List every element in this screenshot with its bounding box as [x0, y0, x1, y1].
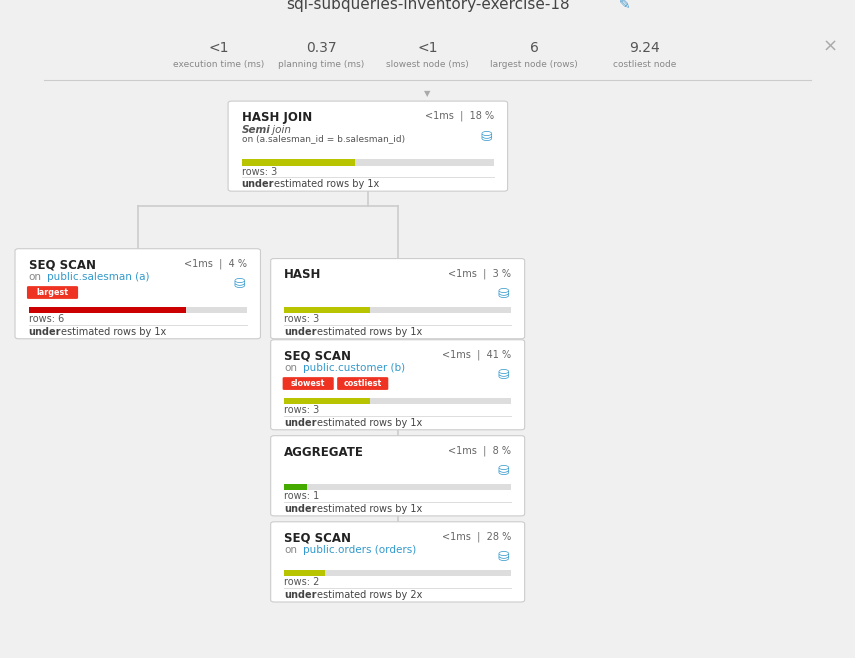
Text: estimated rows by 1x: estimated rows by 1x — [316, 418, 422, 428]
Bar — [285, 570, 325, 576]
Text: Semi: Semi — [242, 125, 270, 135]
Text: estimated rows by 1x: estimated rows by 1x — [316, 327, 422, 337]
Text: on (a.salesman_id = b.salesman_id): on (a.salesman_id = b.salesman_id) — [242, 135, 404, 143]
Text: public.customer (b): public.customer (b) — [303, 363, 405, 373]
FancyBboxPatch shape — [337, 377, 388, 390]
Text: rows: 1: rows: 1 — [285, 492, 320, 501]
Bar — [242, 159, 355, 166]
Text: execution time (ms): execution time (ms) — [173, 60, 264, 69]
Text: rows: 6: rows: 6 — [29, 314, 64, 324]
Bar — [285, 307, 511, 313]
FancyBboxPatch shape — [15, 249, 261, 339]
Text: under: under — [29, 327, 62, 337]
Text: estimated rows by 1x: estimated rows by 1x — [274, 180, 380, 190]
Text: estimated rows by 2x: estimated rows by 2x — [316, 590, 422, 600]
FancyBboxPatch shape — [271, 340, 525, 430]
Bar — [29, 307, 247, 313]
Text: <1: <1 — [417, 41, 438, 55]
Bar — [285, 398, 511, 404]
FancyBboxPatch shape — [27, 286, 78, 299]
Text: AGGREGATE: AGGREGATE — [285, 445, 364, 459]
Text: SEQ SCAN: SEQ SCAN — [29, 259, 96, 272]
FancyBboxPatch shape — [271, 522, 525, 602]
Bar — [285, 570, 511, 576]
Text: ⛁: ⛁ — [498, 463, 510, 477]
Text: slowest: slowest — [291, 379, 326, 388]
Text: on: on — [29, 272, 42, 282]
Bar — [285, 484, 307, 490]
Bar — [242, 159, 494, 166]
FancyBboxPatch shape — [271, 259, 525, 339]
Text: SEQ SCAN: SEQ SCAN — [285, 532, 351, 545]
Text: ⛁: ⛁ — [498, 286, 510, 300]
Text: rows: 3: rows: 3 — [285, 314, 320, 324]
Text: on: on — [285, 363, 298, 373]
Text: largest: largest — [37, 288, 68, 297]
Text: public.salesman (a): public.salesman (a) — [47, 272, 150, 282]
Text: rows: 3: rows: 3 — [285, 405, 320, 415]
Text: <1ms  |  41 %: <1ms | 41 % — [442, 349, 511, 360]
Text: rows: 2: rows: 2 — [285, 577, 320, 588]
Bar — [29, 307, 186, 313]
Text: costliest: costliest — [344, 379, 382, 388]
Text: ⛁: ⛁ — [498, 367, 510, 381]
Text: 9.24: 9.24 — [629, 41, 660, 55]
Text: <1ms  |  8 %: <1ms | 8 % — [448, 445, 511, 456]
Text: ⛁: ⛁ — [233, 276, 245, 290]
Text: planning time (ms): planning time (ms) — [278, 60, 364, 69]
Text: <1ms  |  28 %: <1ms | 28 % — [442, 532, 511, 542]
Text: ▼: ▼ — [424, 89, 431, 98]
Text: SEQ SCAN: SEQ SCAN — [285, 349, 351, 363]
Text: <1ms  |  18 %: <1ms | 18 % — [425, 111, 494, 122]
Text: <1ms  |  4 %: <1ms | 4 % — [184, 259, 247, 269]
Text: estimated rows by 1x: estimated rows by 1x — [316, 504, 422, 514]
Text: ✎: ✎ — [619, 0, 631, 12]
Text: rows: 3: rows: 3 — [242, 166, 277, 176]
Text: 6: 6 — [529, 41, 539, 55]
Text: ⛁: ⛁ — [498, 549, 510, 563]
Text: under: under — [242, 180, 274, 190]
Text: costliest node: costliest node — [613, 60, 676, 69]
Text: under: under — [285, 590, 317, 600]
Text: ×: × — [823, 38, 837, 55]
Bar — [285, 484, 511, 490]
Text: on: on — [285, 545, 298, 555]
Text: <1ms  |  3 %: <1ms | 3 % — [448, 268, 511, 279]
Text: under: under — [285, 327, 317, 337]
Text: under: under — [285, 504, 317, 514]
FancyBboxPatch shape — [271, 436, 525, 516]
Text: slowest node (ms): slowest node (ms) — [386, 60, 469, 69]
Text: estimated rows by 1x: estimated rows by 1x — [61, 327, 166, 337]
FancyBboxPatch shape — [228, 101, 508, 191]
FancyBboxPatch shape — [283, 377, 333, 390]
Text: 0.37: 0.37 — [305, 41, 336, 55]
Text: largest node (rows): largest node (rows) — [490, 60, 578, 69]
Text: ⛁: ⛁ — [481, 129, 492, 143]
Text: under: under — [285, 418, 317, 428]
Text: <1: <1 — [209, 41, 229, 55]
Text: HASH JOIN: HASH JOIN — [242, 111, 312, 124]
Text: sql-subqueries-inventory-exercise-18: sql-subqueries-inventory-exercise-18 — [286, 0, 569, 12]
Bar — [285, 398, 370, 404]
Text: join: join — [269, 125, 291, 135]
Text: HASH: HASH — [285, 268, 321, 282]
Text: public.orders (orders): public.orders (orders) — [303, 545, 416, 555]
Bar — [285, 307, 370, 313]
